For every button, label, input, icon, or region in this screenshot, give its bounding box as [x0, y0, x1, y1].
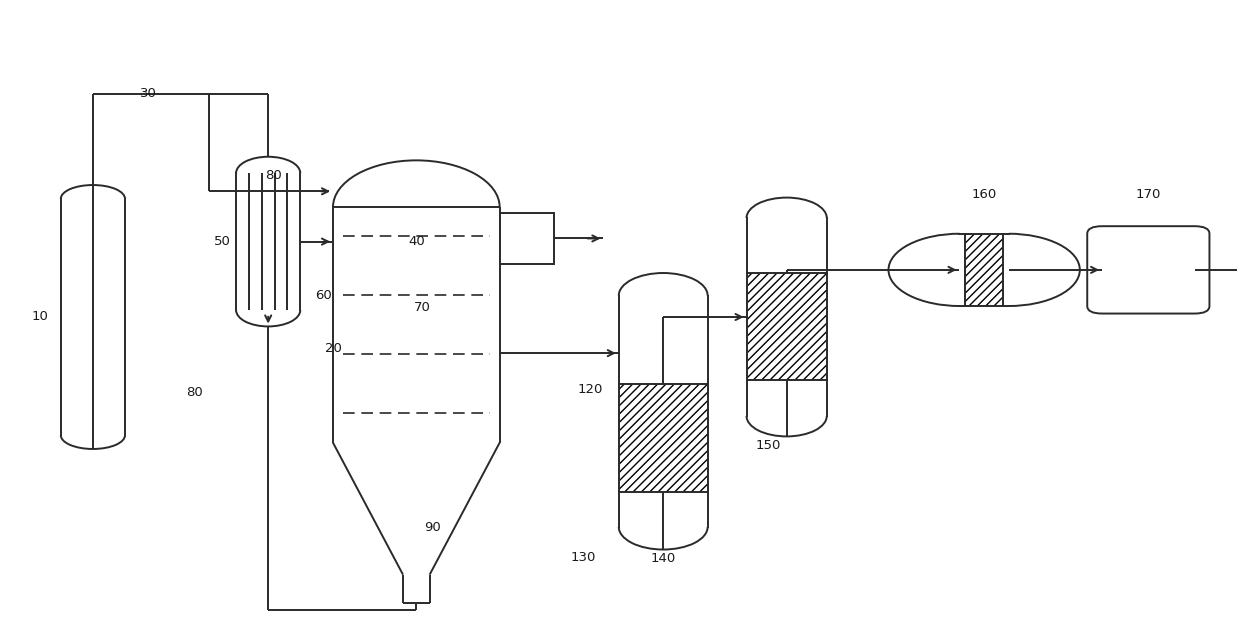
Text: 170: 170 — [1136, 188, 1161, 201]
Text: 130: 130 — [570, 550, 595, 564]
Text: 140: 140 — [651, 552, 676, 566]
Text: 20: 20 — [325, 342, 342, 355]
Text: 120: 120 — [578, 383, 603, 396]
Bar — [746, 218, 827, 416]
Text: 30: 30 — [140, 87, 157, 100]
Bar — [966, 234, 1003, 306]
Text: 80: 80 — [265, 169, 283, 182]
Bar — [619, 384, 708, 492]
Text: 90: 90 — [424, 521, 440, 534]
Text: 160: 160 — [971, 188, 997, 201]
Bar — [746, 273, 827, 380]
Bar — [236, 173, 300, 310]
Text: 60: 60 — [315, 288, 332, 302]
FancyBboxPatch shape — [1087, 226, 1209, 314]
Text: 80: 80 — [186, 386, 202, 399]
Text: 40: 40 — [408, 235, 424, 248]
Text: 50: 50 — [215, 235, 231, 248]
Text: 150: 150 — [755, 439, 781, 452]
Bar — [61, 198, 125, 436]
Text: 70: 70 — [414, 301, 432, 314]
Text: 10: 10 — [31, 311, 48, 323]
Bar — [619, 295, 708, 527]
Bar — [500, 213, 554, 264]
Bar — [960, 234, 1009, 306]
